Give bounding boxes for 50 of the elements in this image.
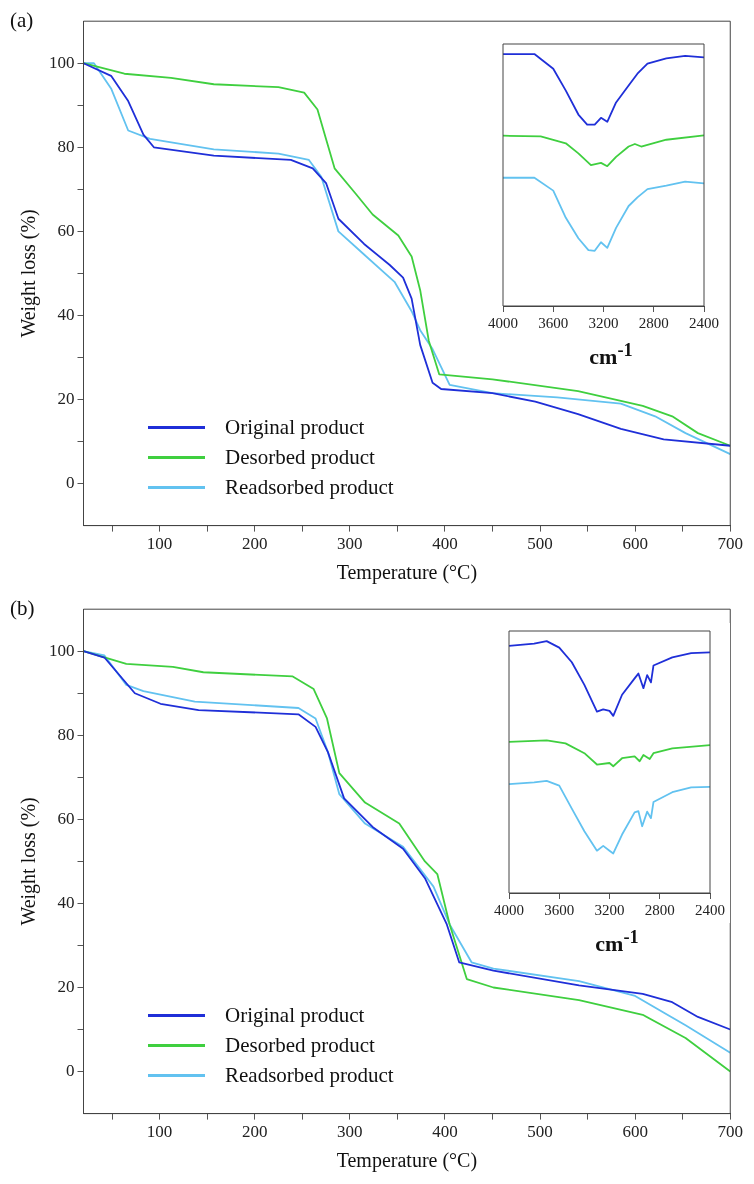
x-tick-label: 2400 — [695, 901, 725, 918]
y-axis-title: Weight loss (%) — [17, 209, 41, 338]
y-tick-label: 40 — [57, 892, 75, 912]
x-tick-label: 100 — [146, 1122, 173, 1142]
x-tick-label: 600 — [622, 1122, 648, 1142]
y-tick-label: 0 — [66, 473, 75, 493]
y-tick-label: 20 — [57, 388, 75, 408]
legend-label: Original product — [225, 414, 365, 440]
x-tick-label: 100 — [146, 534, 173, 554]
x-tick-label: 3200 — [594, 901, 625, 918]
chart-title: (b) — [10, 596, 35, 621]
x-tick-label: 200 — [241, 534, 268, 554]
x-tick-label: 500 — [527, 1122, 553, 1142]
legend-label: Readsorbed product — [225, 474, 394, 500]
x-tick-label: 3200 — [588, 314, 619, 331]
x-tick-label: 400 — [432, 534, 458, 554]
x-axis-title: cm$^{-1}$ — [588, 339, 634, 372]
x-tick-label: 4000 — [488, 314, 518, 331]
y-tick-label: 60 — [57, 808, 75, 828]
x-tick-label: 700 — [717, 534, 743, 554]
x-tick-label: 300 — [337, 534, 363, 554]
x-tick-label: 2800 — [644, 901, 675, 918]
y-tick-label: 100 — [49, 52, 75, 72]
x-tick-label: 3600 — [538, 314, 569, 331]
y-tick-label: 20 — [57, 976, 75, 996]
x-tick-label: 2800 — [638, 314, 669, 331]
y-tick-label: 60 — [57, 220, 75, 240]
y-axis-title: Weight loss (%) — [17, 797, 41, 926]
legend-label: Desorbed product — [225, 1032, 375, 1058]
x-tick-label: 4000 — [494, 901, 524, 918]
y-tick-label: 80 — [57, 136, 75, 156]
x-tick-label: 500 — [527, 534, 553, 554]
x-axis-title: cm$^{-1}$ — [594, 926, 640, 959]
y-tick-label: 0 — [66, 1061, 75, 1081]
x-tick-label: 600 — [622, 534, 648, 554]
x-axis-title: Temperature (°C) — [336, 561, 478, 585]
x-tick-label: 200 — [241, 1122, 268, 1142]
x-tick-label: 2400 — [689, 314, 719, 331]
legend-label: Desorbed product — [225, 444, 375, 470]
x-tick-label: 3600 — [544, 901, 575, 918]
x-tick-label: 300 — [337, 1122, 363, 1142]
legend-label: Original product — [225, 1002, 365, 1028]
y-tick-label: 100 — [49, 640, 75, 660]
legend-label: Readsorbed product — [225, 1062, 394, 1088]
chart-title: (a) — [10, 8, 34, 33]
x-tick-label: 400 — [432, 1122, 458, 1142]
x-axis-title: Temperature (°C) — [336, 1149, 478, 1173]
y-tick-label: 80 — [57, 724, 75, 744]
x-tick-label: 700 — [717, 1122, 743, 1142]
y-tick-label: 40 — [57, 304, 75, 324]
